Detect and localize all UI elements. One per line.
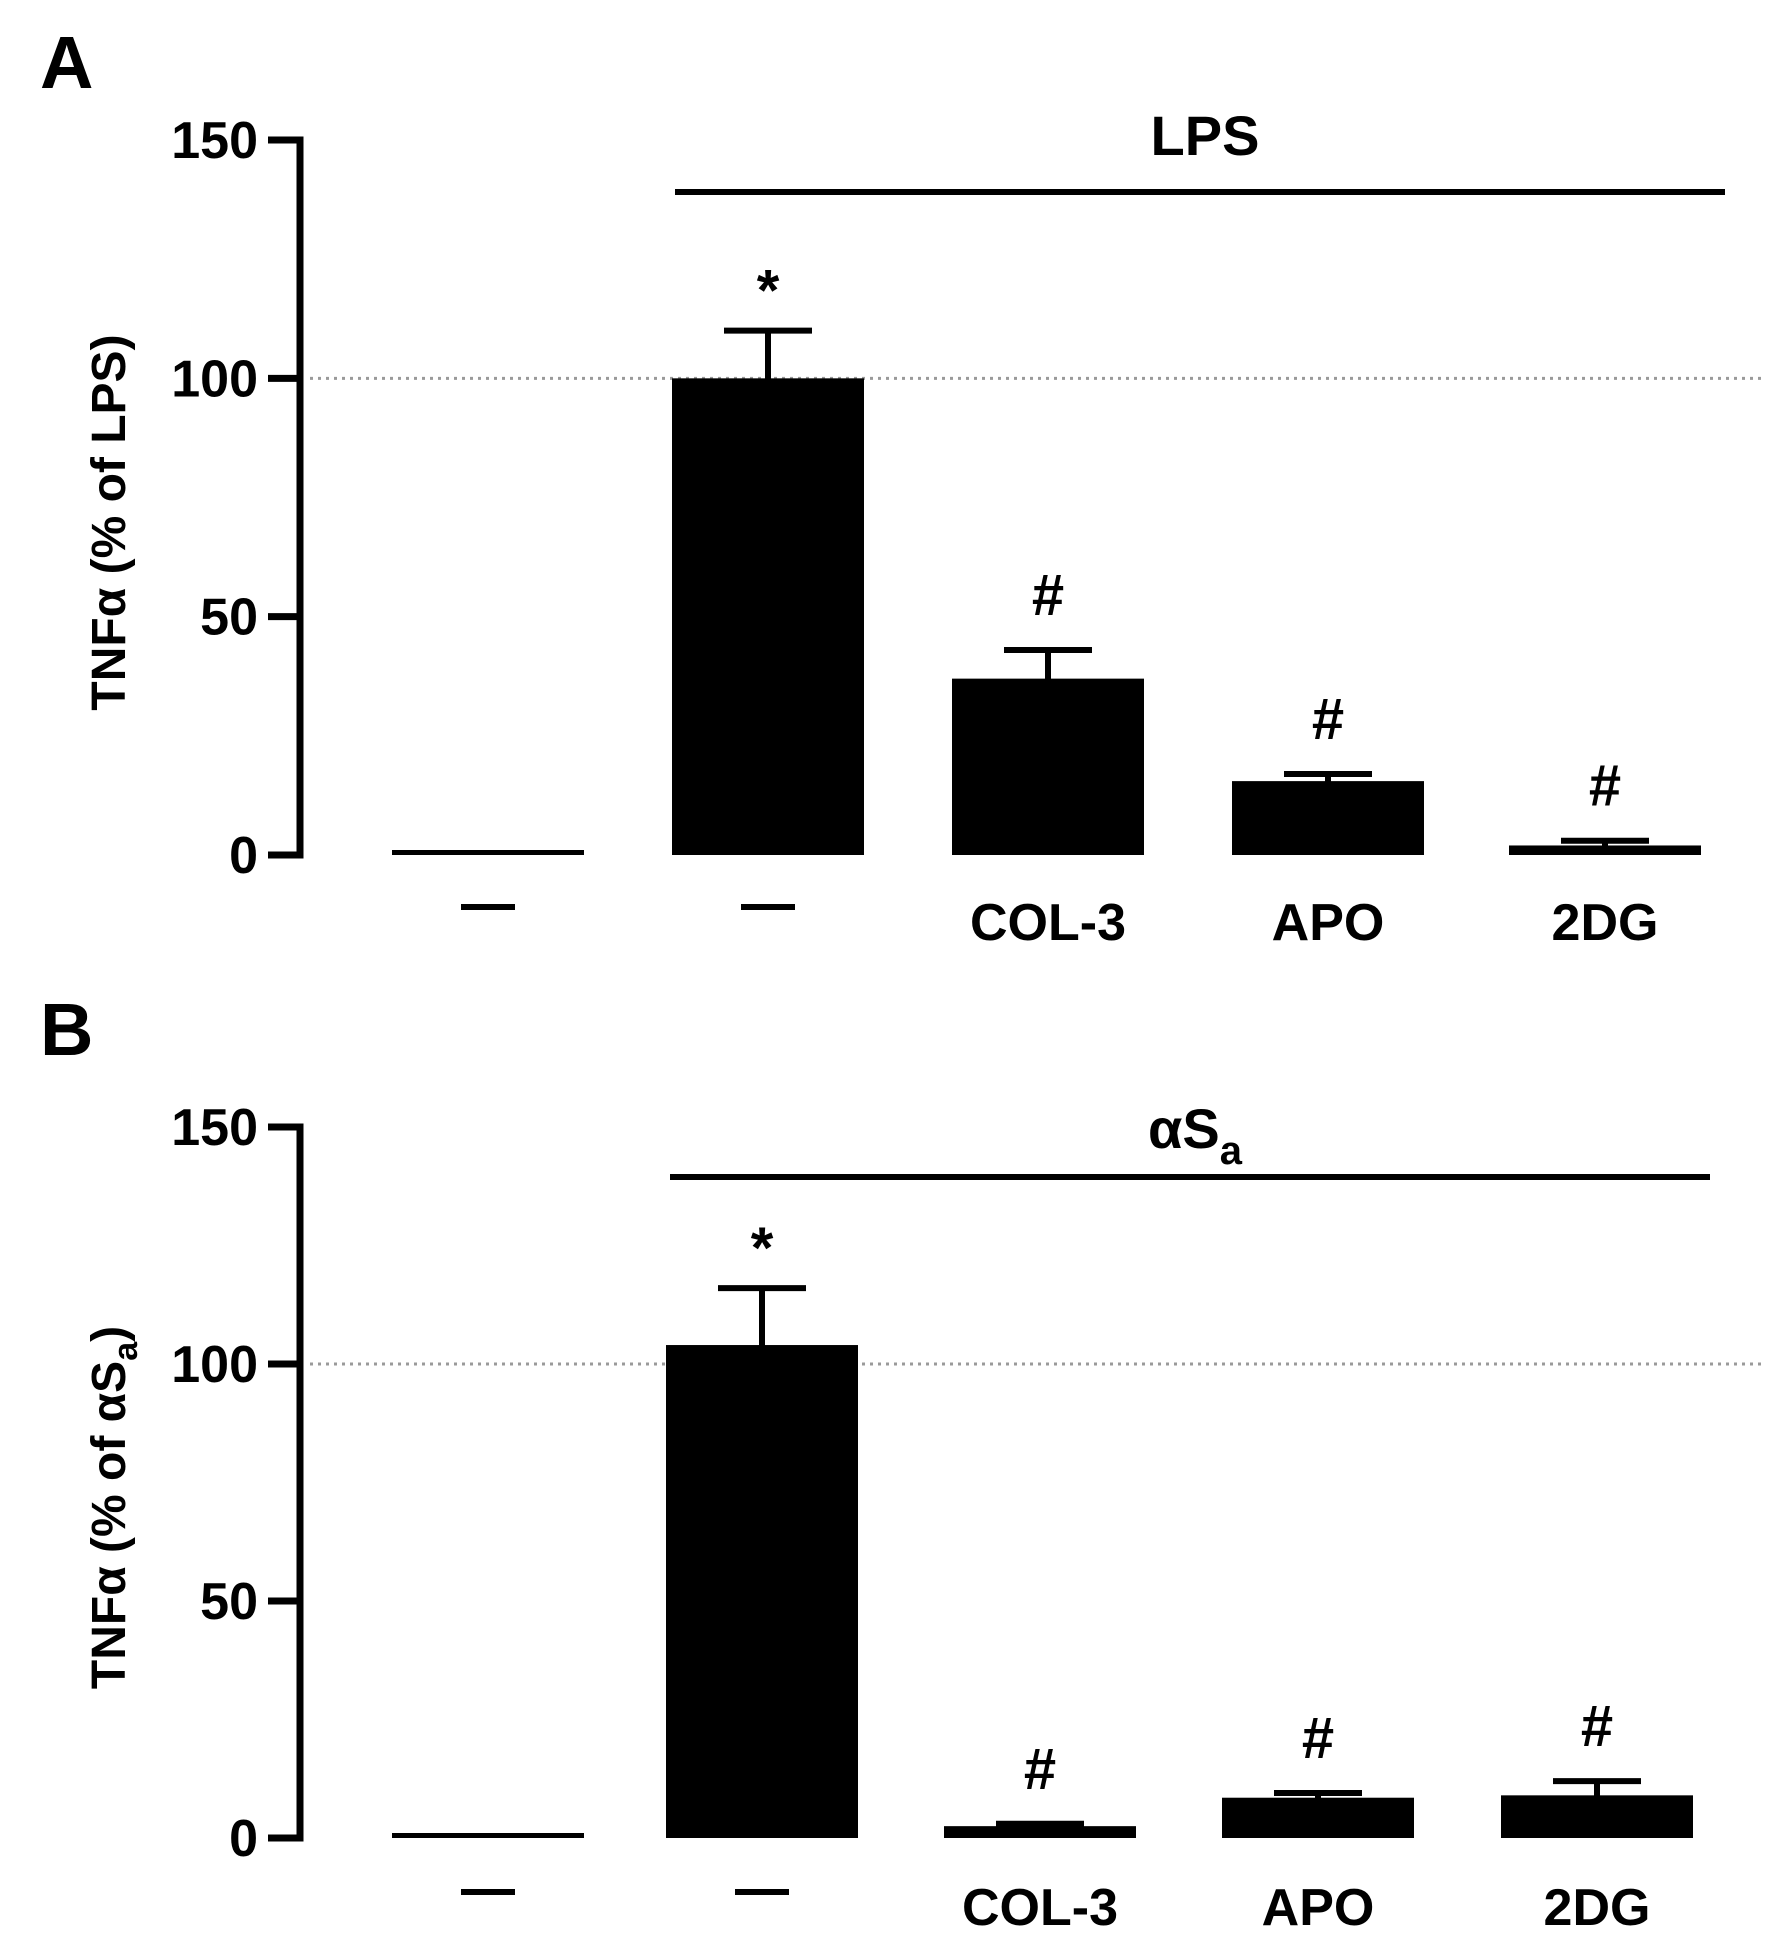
panel-b-letter: B [40, 988, 93, 1071]
panel-a-category-label: — [462, 894, 514, 952]
panel-b-significance-label: # [1302, 1706, 1334, 1771]
panel-b-category-label: — [736, 1879, 788, 1937]
panel-b-bar [1501, 1795, 1693, 1838]
panel-b-significance-label: * [751, 1216, 774, 1281]
panel-b-group-label: αSa [1148, 1097, 1243, 1173]
panel-a-category-label: 2DG [1552, 894, 1659, 952]
panel-a-bar [672, 378, 864, 855]
panel-b-y-axis-title: TNFα (% of αSa) [83, 1326, 145, 1689]
panel-b-y-tick-label: 100 [171, 1336, 258, 1394]
panel-a-significance-label: * [757, 259, 780, 324]
panel-a-significance-label: # [1032, 563, 1064, 628]
panel-a-y-tick-label: 100 [171, 350, 258, 408]
panel-b-category-label: COL-3 [962, 1879, 1118, 1937]
panel-b-y-axis-title-sub: a [107, 1341, 145, 1361]
panel-a-category-label: COL-3 [970, 894, 1126, 952]
panel-a-y-tick-label: 150 [171, 112, 258, 170]
panel-b-bar [944, 1826, 1136, 1838]
panel-a-category-label: — [742, 894, 794, 952]
panel-a-category-label: APO [1272, 894, 1385, 952]
panel-b-group-label-sub: a [1220, 1129, 1243, 1173]
panel-a-letter: A [40, 21, 93, 104]
panel-b-group-label-main: αS [1148, 1097, 1220, 1160]
panel-b-category-label: 2DG [1544, 1879, 1651, 1937]
panel-a-y-tick-label: 0 [229, 827, 258, 885]
panel-b-significance-label: # [1581, 1694, 1613, 1759]
panel-a-y-tick-label: 50 [200, 589, 258, 647]
panel-b-y-axis-title-end: ) [83, 1326, 136, 1342]
panel-a-bar [952, 678, 1144, 855]
panel-b-bar [1222, 1797, 1414, 1838]
panel-b-bar [666, 1345, 858, 1838]
panel-b-y-axis-title-main: TNFα (% of αS [83, 1361, 136, 1689]
panel-a: A 0 50 100 150 TNFα (% of LPS) LPS — * — # COL-3 # A… [40, 21, 1765, 952]
panel-a-bar [1232, 781, 1424, 855]
panel-a-bar [1509, 845, 1701, 855]
panel-b-y-tick-label: 50 [200, 1573, 258, 1631]
panel-b-category-label: — [462, 1879, 514, 1937]
panel-a-group-label: LPS [1151, 104, 1260, 167]
panel-a-y-axis-title: TNFα (% of LPS) [83, 334, 136, 710]
panel-b-bar [392, 1833, 584, 1838]
panel-b-significance-label: # [1024, 1737, 1056, 1802]
panel-a-significance-label: # [1589, 754, 1621, 819]
panel-b-y-tick-label: 150 [171, 1099, 258, 1157]
panel-a-bar [392, 850, 584, 855]
panel-a-significance-label: # [1312, 687, 1344, 752]
panel-b-y-tick-label: 0 [229, 1810, 258, 1868]
panel-b-category-label: APO [1262, 1879, 1375, 1937]
